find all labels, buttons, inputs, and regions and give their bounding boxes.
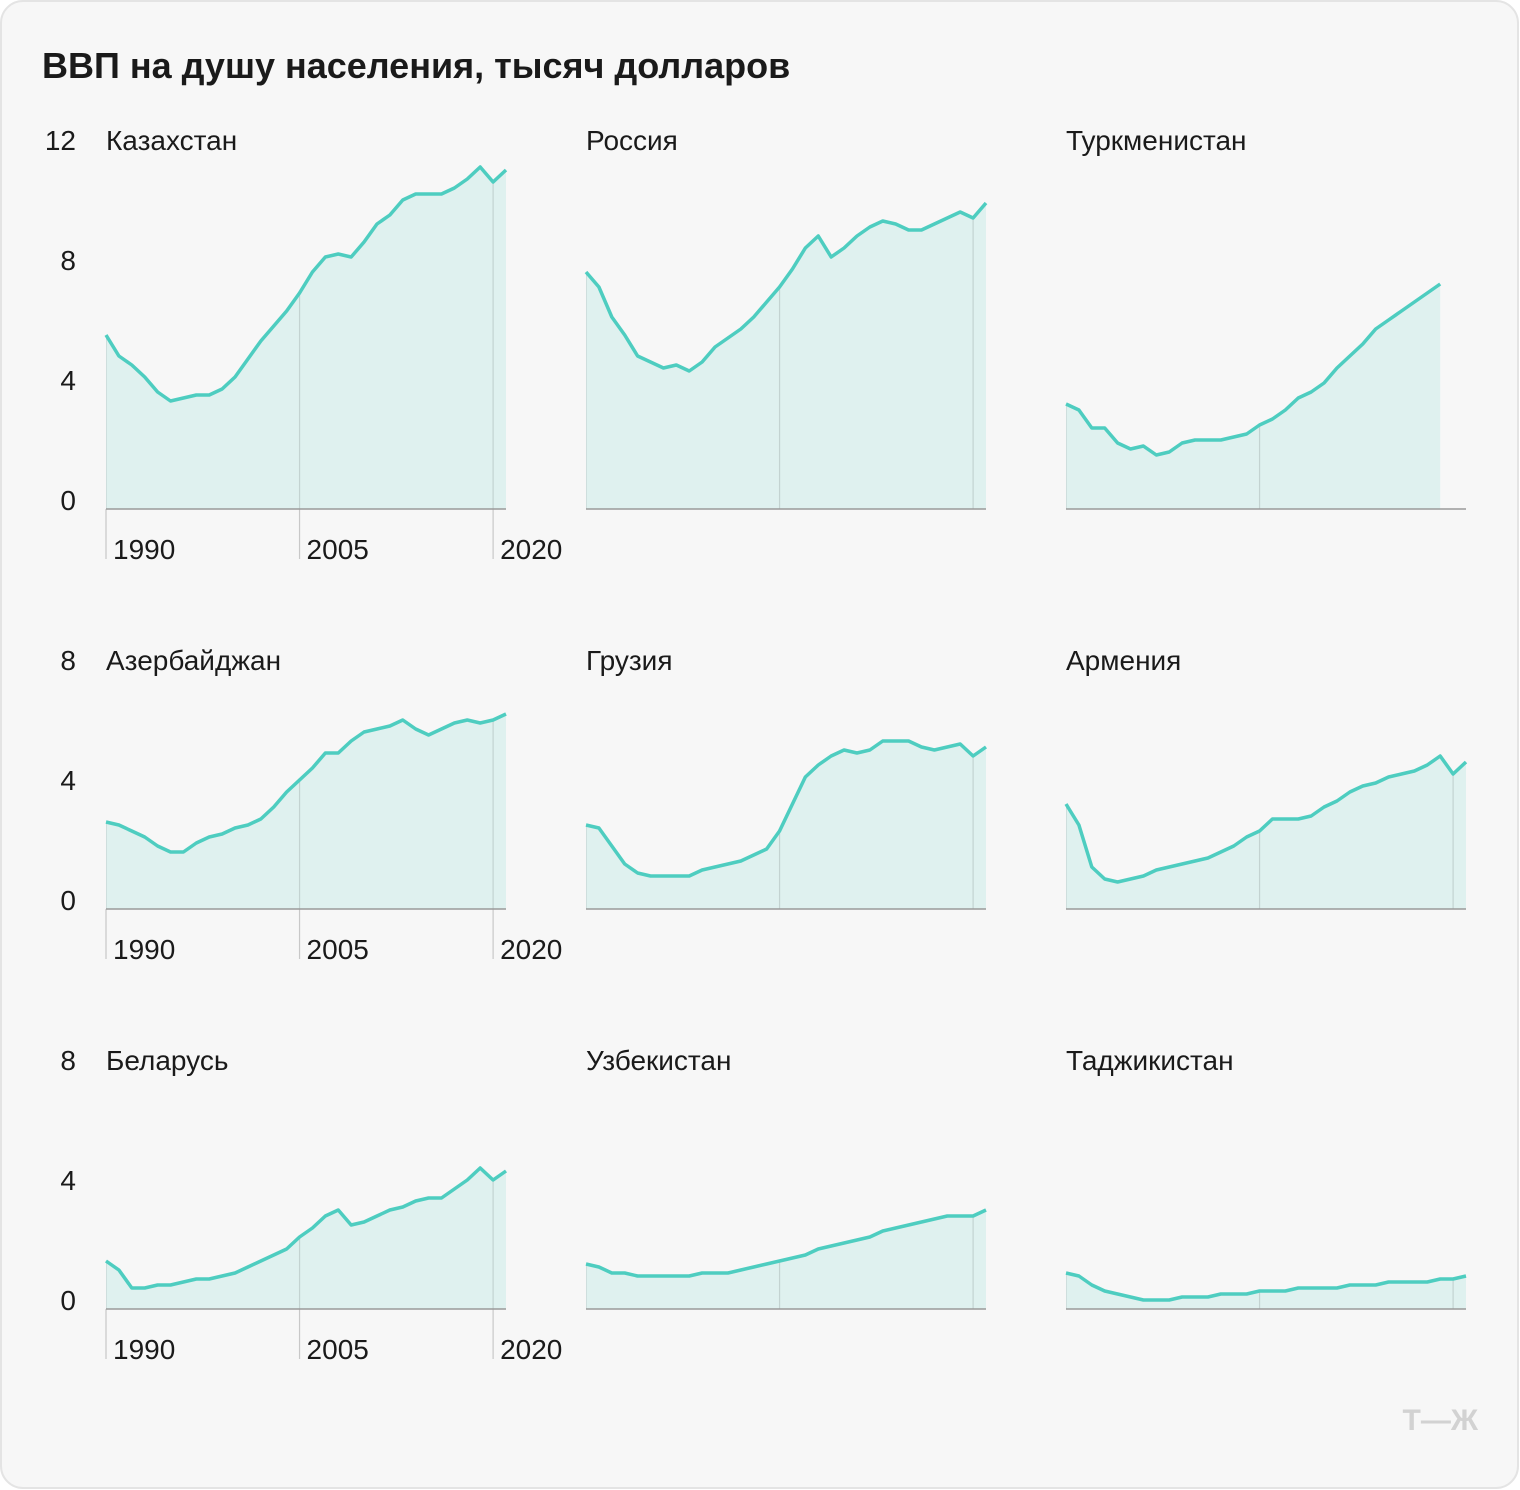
area: [106, 714, 506, 909]
x-tick-label: 1990: [113, 1334, 175, 1365]
y-tick-label: 4: [60, 1165, 76, 1196]
panel: 1990 2005 2020 0 4 8 Беларусь: [60, 1045, 562, 1365]
panel-title: Казахстан: [106, 125, 237, 156]
area: [586, 203, 986, 509]
panel: Узбекистан: [585, 1045, 987, 1310]
area: [1066, 284, 1441, 509]
y-tick-label: 8: [60, 1045, 76, 1076]
panel: 1990 2005 2020 0 4 8 Азербайджан: [60, 645, 562, 965]
line: [584, 201, 988, 373]
line: [1065, 282, 1442, 457]
x-tick-label: 1990: [113, 534, 175, 565]
x-tick-label: 2020: [500, 534, 562, 565]
y-tick-label: 4: [60, 365, 76, 396]
x-tick-label: 2005: [307, 534, 369, 565]
line: [585, 1208, 987, 1278]
panel-title: Узбекистан: [586, 1045, 731, 1076]
y-tick-label: 0: [60, 485, 76, 516]
watermark: Т—Ж: [1403, 1404, 1479, 1437]
y-tick-label: 4: [60, 765, 76, 796]
area: [106, 1168, 506, 1309]
panel: Россия: [584, 125, 988, 510]
panel-title: Туркменистан: [1066, 125, 1247, 156]
panel: 1990 2005 2020 0 4 8 12 Казахстан: [45, 125, 563, 565]
panel: Таджикистан: [1065, 1045, 1467, 1310]
line: [104, 1166, 508, 1290]
area: [586, 741, 986, 909]
x-tick-label: 2005: [307, 934, 369, 965]
panel-title: Беларусь: [106, 1045, 228, 1076]
panel-title: Таджикистан: [1066, 1045, 1234, 1076]
x-tick-label: 2020: [500, 1334, 562, 1365]
y-tick-label: 0: [60, 1285, 76, 1316]
y-tick-label: 0: [60, 885, 76, 916]
y-tick-label: 8: [60, 245, 76, 276]
x-tick-label: 2020: [500, 934, 562, 965]
area: [1066, 756, 1466, 909]
chart-title: ВВП на душу населения, тысяч долларов: [42, 45, 790, 86]
area: [106, 167, 506, 509]
line: [105, 712, 507, 854]
line: [585, 739, 988, 878]
panel-title: Армения: [1066, 645, 1181, 676]
x-tick-label: 1990: [113, 934, 175, 965]
line: [1065, 1271, 1467, 1302]
line: [104, 165, 508, 403]
panel: Туркменистан: [1065, 125, 1466, 510]
panel-title: Азербайджан: [106, 645, 281, 676]
y-tick-label: 12: [45, 125, 76, 156]
panel: Грузия: [585, 645, 988, 910]
panel: Армения: [1064, 645, 1468, 910]
x-tick-label: 2005: [307, 1334, 369, 1365]
panel-title: Грузия: [586, 645, 673, 676]
line: [1064, 754, 1468, 884]
y-tick-label: 8: [60, 645, 76, 676]
panel-title: Россия: [586, 125, 678, 156]
